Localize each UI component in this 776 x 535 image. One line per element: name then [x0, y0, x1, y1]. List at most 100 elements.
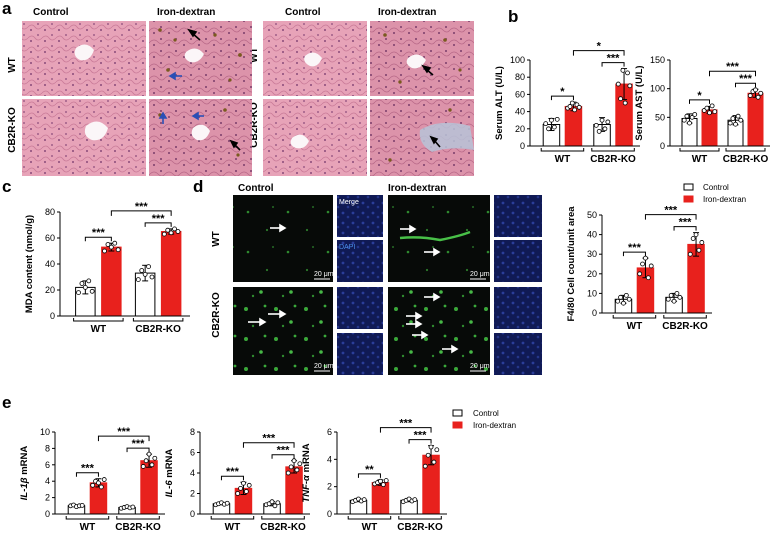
- significance-label: ***: [414, 430, 428, 442]
- y-axis-label-gene: IL-1β: [19, 477, 30, 500]
- data-point: [101, 477, 107, 482]
- data-point: [285, 470, 291, 476]
- group-bracket: [540, 148, 585, 152]
- panel-letter-c: c: [2, 177, 11, 196]
- data-point: [596, 128, 602, 134]
- x-group-label: WT: [225, 522, 241, 533]
- data-point: [165, 227, 171, 233]
- data-point: [753, 87, 758, 93]
- data-point: [615, 81, 621, 87]
- data-point: [146, 451, 152, 457]
- panel-letter-b: b: [508, 7, 518, 26]
- fluor-col-label: Control: [238, 183, 274, 194]
- data-point: [727, 120, 733, 126]
- data-point: [687, 251, 693, 257]
- data-point: [704, 105, 710, 111]
- significance-bracket: [572, 50, 625, 56]
- y-tick-label: 80: [45, 207, 55, 217]
- fluorescence-panel: Control Iron-dextran WT CB2R-KO Merge DA…: [211, 183, 542, 375]
- data-point: [605, 119, 611, 125]
- y-axis-label: MDA content (nmol/g): [24, 215, 35, 313]
- data-point: [569, 100, 575, 106]
- group-bracket: [398, 516, 442, 520]
- data-point: [625, 70, 630, 76]
- data-point: [76, 290, 81, 296]
- dapi-ko-control: [337, 333, 383, 375]
- legend-swatch-iron: [452, 421, 463, 429]
- data-point: [618, 294, 623, 300]
- data-point: [681, 117, 687, 123]
- data-point: [275, 500, 281, 506]
- group-bracket: [591, 148, 635, 152]
- group-bracket: [73, 318, 124, 322]
- data-point: [733, 121, 738, 127]
- legend-label: Control: [703, 183, 729, 192]
- y-tick-label: 20: [587, 269, 597, 279]
- data-point: [112, 240, 118, 246]
- data-point: [643, 255, 648, 261]
- data-point: [79, 281, 85, 286]
- data-point: [747, 93, 753, 98]
- data-point: [269, 499, 275, 505]
- data-point: [143, 458, 149, 464]
- group-bracket: [65, 516, 110, 520]
- significance-bracket: [357, 473, 381, 478]
- y-tick-label: 0: [190, 509, 195, 519]
- significance-bracket: [379, 427, 432, 433]
- data-point: [622, 100, 628, 106]
- chart-mda: 0 20 40 60 80 MDA content (nmol/g) WT CB2R-KO **…: [24, 201, 190, 335]
- data-point: [224, 500, 230, 506]
- data-point: [687, 120, 692, 126]
- data-point: [89, 288, 95, 294]
- histology-col-label: Control: [285, 7, 321, 18]
- significance-label: ***: [117, 426, 131, 438]
- data-point: [648, 263, 654, 269]
- data-point: [146, 264, 151, 270]
- significance-label: ***: [664, 205, 678, 217]
- legend-label: Control: [473, 409, 499, 418]
- f480-ko-control: [233, 287, 333, 375]
- y-axis-label-unit: mRNA: [19, 446, 30, 478]
- y-tick-label: 4: [45, 476, 50, 486]
- x-group-label: CB2R-KO: [115, 522, 161, 533]
- significance-label: ***: [132, 438, 146, 450]
- panel-letter-e: e: [2, 393, 11, 412]
- y-tick-label: 150: [650, 55, 665, 65]
- x-group-label: CB2R-KO: [590, 154, 636, 165]
- y-tick-label: 0: [520, 141, 525, 151]
- significance-bracket: [97, 435, 150, 442]
- significance-label: *: [597, 41, 602, 53]
- data-point: [572, 107, 578, 113]
- significance-label: ***: [607, 53, 621, 65]
- data-point: [567, 104, 573, 109]
- bar: [371, 482, 390, 515]
- data-point: [102, 248, 107, 254]
- y-tick-label: 2: [190, 489, 195, 499]
- data-point: [139, 268, 145, 273]
- x-group-label: WT: [627, 321, 643, 332]
- y-tick-label: 2: [45, 493, 50, 503]
- x-group-label: CB2R-KO: [260, 522, 306, 533]
- dapi-wt-iron: [494, 240, 542, 282]
- data-point: [551, 124, 557, 130]
- legend-e: Control Iron-dextran: [452, 409, 516, 430]
- significance-label: ***: [277, 445, 291, 457]
- significance-label: ***: [399, 418, 413, 430]
- panel-letter-a: a: [2, 0, 12, 18]
- data-point: [108, 244, 114, 250]
- data-point: [288, 464, 294, 470]
- data-point: [105, 242, 111, 247]
- y-axis-label-unit: mRNA: [164, 449, 175, 481]
- significance-bracket: [550, 95, 574, 101]
- significance-bracket: [622, 251, 646, 257]
- significance-bracket: [75, 472, 99, 477]
- y-tick-label: 20: [45, 285, 55, 295]
- y-tick-label: 40: [587, 230, 597, 240]
- merge-ko-iron: [494, 287, 542, 329]
- scale-bar-label: 20 μm: [314, 363, 334, 370]
- data-point: [428, 444, 434, 450]
- data-point: [149, 462, 155, 468]
